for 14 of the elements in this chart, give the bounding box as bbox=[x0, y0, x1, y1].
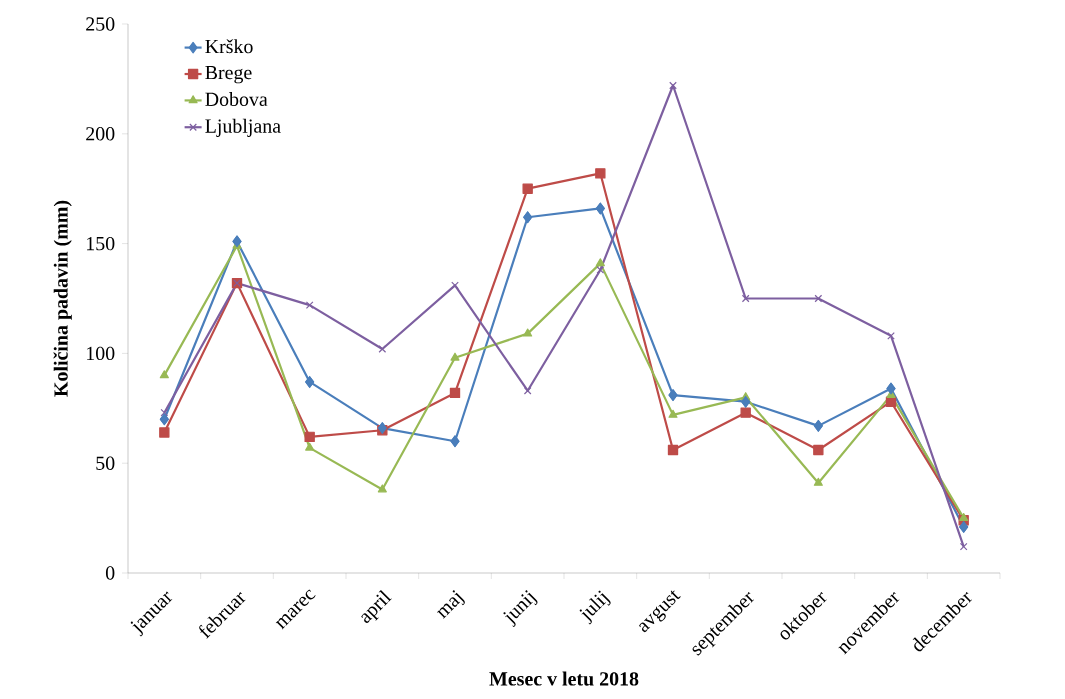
legend-label: Ljubljana bbox=[205, 118, 281, 137]
y-tick-label: 200 bbox=[86, 127, 115, 141]
legend-label: Dobova bbox=[205, 92, 268, 107]
x-axis-title: Mesec v letu 2018 bbox=[489, 671, 639, 686]
y-axis-title: Količina padavin (mm) bbox=[53, 200, 72, 397]
y-tick-label: 100 bbox=[87, 346, 115, 361]
y-tick-label: 150 bbox=[87, 236, 115, 251]
legend-label: Brege bbox=[205, 66, 252, 84]
legend-label: Krško bbox=[205, 39, 253, 54]
x-tick-label: maj bbox=[437, 590, 465, 619]
y-tick-label: 250 bbox=[86, 17, 115, 31]
y-tick-label: 0 bbox=[105, 566, 115, 580]
y-tick-label: 50 bbox=[96, 456, 115, 470]
x-tick-label: april bbox=[361, 590, 392, 624]
